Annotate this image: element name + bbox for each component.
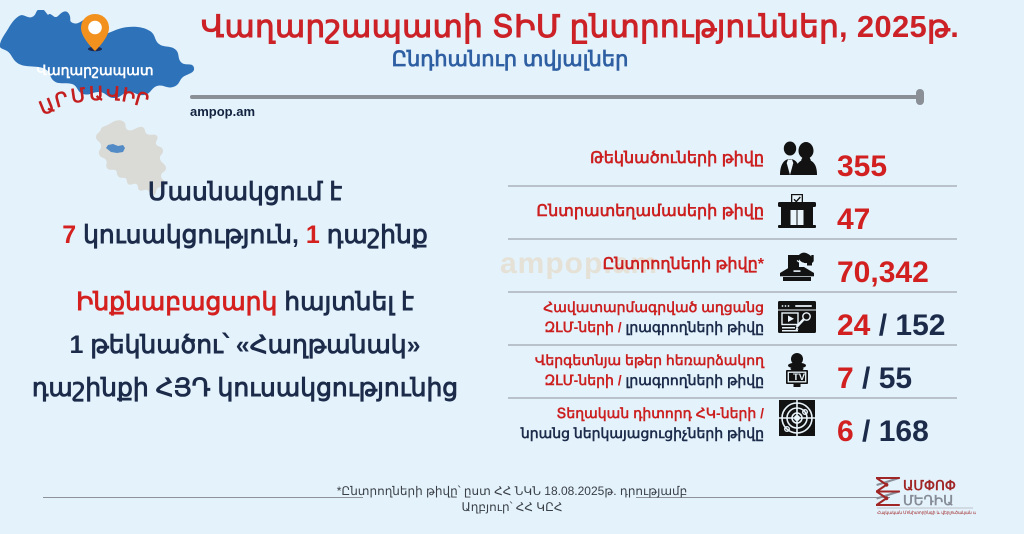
- svg-text:ՄԵԴԻԱ: ՄԵԴԻԱ: [903, 493, 953, 508]
- svg-text:ԱՄՓՈՓ: ԱՄՓՈՓ: [903, 478, 956, 493]
- svg-text:Հայկական Մոնիտորինգի և վերլուծ: Հայկական Մոնիտորինգի և վերլուծական առցան…: [877, 510, 976, 515]
- svg-text:TV: TV: [793, 372, 806, 383]
